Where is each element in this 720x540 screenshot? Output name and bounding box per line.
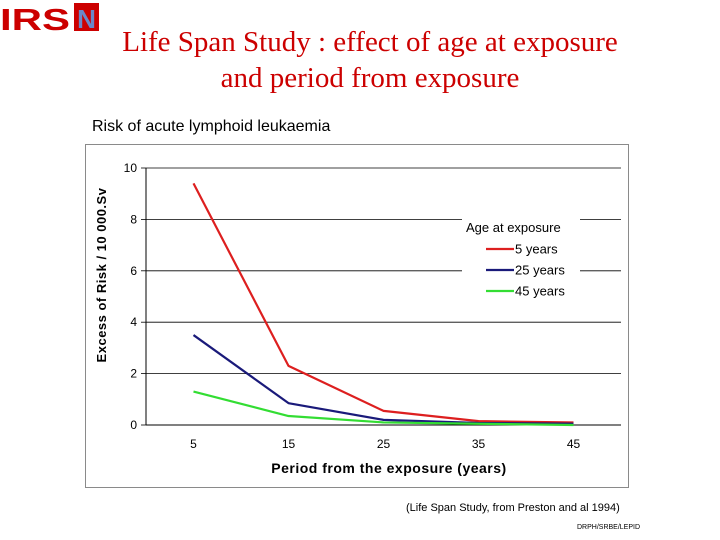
legend-label: 45 years [515, 284, 565, 299]
chart-title: Risk of acute lymphoid leukaemia [92, 118, 331, 135]
citation: (Life Span Study, from Preston and al 19… [406, 502, 620, 514]
legend-label: 5 years [515, 242, 558, 257]
legend-label: 25 years [515, 263, 565, 278]
x-tick-label: 25 [377, 437, 391, 451]
legend-title: Age at exposure [466, 220, 561, 235]
legend-box [462, 212, 580, 304]
chart-frame [85, 144, 629, 488]
x-axis-label: Period from the exposure (years) [271, 460, 506, 476]
y-tick-label: 0 [130, 418, 137, 432]
x-tick-label: 45 [567, 437, 581, 451]
slide-title: Life Span Study : effect of age at expos… [122, 26, 618, 94]
logo-n-letter: N [77, 4, 96, 34]
logo-text-rendered: IRS [0, 2, 70, 37]
y-axis-label: Excess of Risk / 10 000.Sv [94, 187, 109, 362]
x-tick-label: 5 [190, 437, 197, 451]
footer-code: DRPH/SRBE/LEPID [577, 524, 641, 531]
y-tick-label: 8 [130, 212, 137, 226]
logo-n-box [74, 3, 99, 31]
y-tick-label: 10 [124, 161, 138, 175]
x-tick-label: 15 [282, 437, 296, 451]
irsn-logo: IRS N [0, 2, 99, 37]
y-tick-label: 4 [130, 315, 137, 329]
x-tick-label: 35 [472, 437, 486, 451]
y-tick-label: 6 [130, 264, 137, 278]
y-tick-label: 2 [130, 367, 137, 381]
